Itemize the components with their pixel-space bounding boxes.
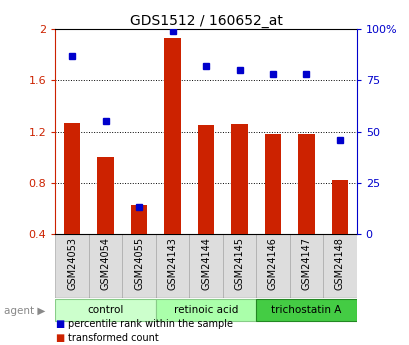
Bar — [197, 125, 214, 285]
Bar — [256, 234, 289, 298]
Bar — [55, 234, 89, 298]
Bar — [155, 299, 256, 321]
Text: trichostatin A: trichostatin A — [271, 305, 341, 315]
Bar — [231, 124, 247, 285]
Text: agent ▶: agent ▶ — [4, 306, 45, 315]
Bar — [89, 234, 122, 298]
Bar — [297, 134, 314, 285]
Bar — [155, 234, 189, 298]
Bar — [189, 234, 222, 298]
Text: GSM24147: GSM24147 — [301, 237, 311, 290]
Text: GSM24146: GSM24146 — [267, 237, 277, 290]
Text: ■: ■ — [55, 319, 65, 329]
Text: GSM24145: GSM24145 — [234, 237, 244, 290]
Bar — [130, 205, 147, 285]
Bar — [122, 234, 155, 298]
Bar — [331, 180, 348, 285]
Text: ■: ■ — [55, 333, 65, 343]
Bar — [256, 299, 356, 321]
Bar — [55, 299, 155, 321]
Text: transformed count: transformed count — [67, 333, 158, 343]
Bar — [264, 134, 281, 285]
Text: retinoic acid: retinoic acid — [173, 305, 238, 315]
Text: GSM24144: GSM24144 — [200, 237, 211, 290]
Text: GSM24054: GSM24054 — [100, 237, 110, 290]
Bar — [222, 234, 256, 298]
Text: GSM24053: GSM24053 — [67, 237, 77, 290]
Text: percentile rank within the sample: percentile rank within the sample — [67, 319, 232, 329]
Title: GDS1512 / 160652_at: GDS1512 / 160652_at — [129, 14, 282, 28]
Bar — [97, 157, 114, 285]
Bar — [322, 234, 356, 298]
Bar — [63, 123, 80, 285]
Bar — [289, 234, 322, 298]
Bar — [164, 38, 180, 285]
Text: GSM24143: GSM24143 — [167, 237, 177, 290]
Text: control: control — [87, 305, 124, 315]
Text: GSM24148: GSM24148 — [334, 237, 344, 290]
Text: GSM24055: GSM24055 — [134, 237, 144, 290]
